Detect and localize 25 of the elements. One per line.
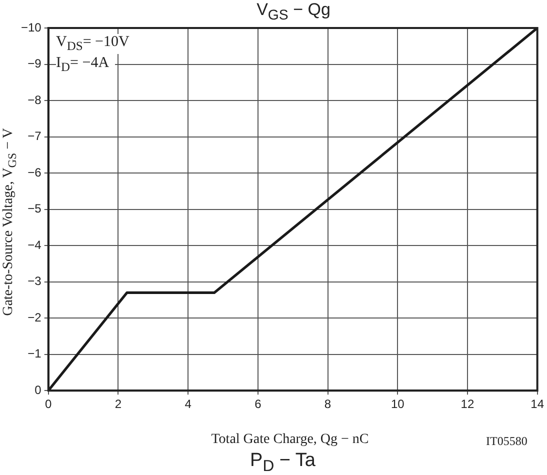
x-tick-label: 14 [530,397,544,412]
text: IT05580 [486,434,528,449]
y-tick-label: −2 [28,310,42,324]
y-tick-label: −5 [28,202,42,216]
y-tick-label: −4 [28,238,42,252]
x-tick-label: 6 [254,397,262,412]
y-tick-label: −6 [28,165,42,180]
x-axis-title: Total Gate Charge, Qg − nC [211,432,369,447]
chart-title: V$_{GS}$ − Qg [256,0,330,24]
x-tick-label: 0 [45,397,52,412]
annotation: I$_{D}$= −4A [56,55,116,75]
y-tick-label: −7 [28,129,42,144]
y-tick-label: −8 [28,92,42,107]
y-tick-label: −3 [28,274,42,288]
x-tick-label: 10 [390,397,405,412]
y-tick-label: −1 [28,346,42,361]
annotation: V$_{DS}$= −10V [56,34,136,54]
x-tick-label: 8 [324,397,332,412]
y-tick-label: −10 [20,20,42,34]
y-tick-label: −9 [28,56,42,71]
x-tick-label: 4 [184,397,192,412]
x-tick-label: 2 [114,397,122,412]
text: P$_{D}$ − Ta [250,450,316,475]
x-tick-label: 12 [460,397,474,412]
y-tick-label: 0 [34,382,42,397]
